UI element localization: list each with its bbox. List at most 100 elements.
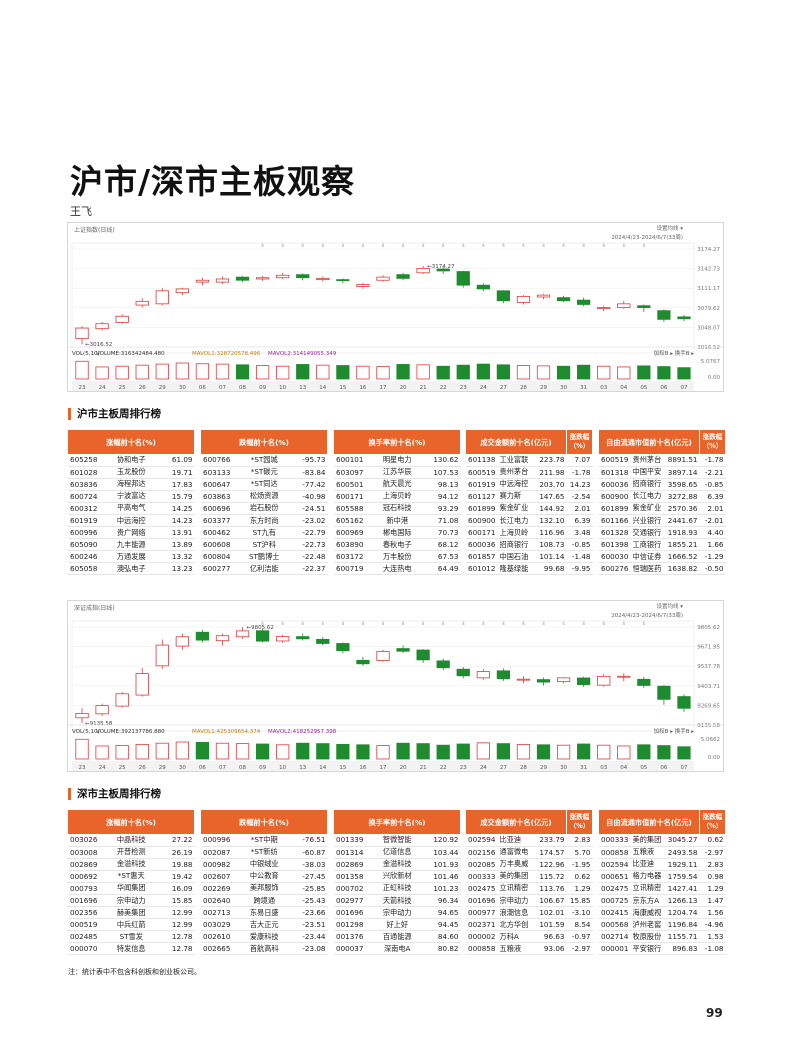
volume-bar xyxy=(516,743,531,760)
table-row: 600519 贵州茅台 8891.51 -1.78 xyxy=(599,454,726,467)
stock-code: 600276 xyxy=(599,562,633,576)
stock-code: 002713 xyxy=(201,906,244,920)
x-tick-label: 23 xyxy=(460,765,467,771)
stock-name: 恒瑞医药 xyxy=(632,562,666,576)
candle-body xyxy=(416,268,430,274)
stock-amount: 2570.36 xyxy=(666,502,700,515)
volume-bar xyxy=(496,364,511,380)
stock-name: 万通发展 xyxy=(110,550,153,564)
table-row: 600312 平高电气 14.25 xyxy=(68,502,195,515)
stock-name: ST九有 xyxy=(243,526,286,540)
stock-change: 1.53 xyxy=(699,930,726,944)
stock-code: 601398 xyxy=(599,538,633,552)
volume-bar xyxy=(556,365,571,380)
table-row: 600276 恒瑞医药 1638.82 -0.50 xyxy=(599,562,726,576)
candle-body xyxy=(476,671,490,679)
stock-name: 宗申动力 xyxy=(376,906,419,920)
table-row: 002475 立讯精密 113.76 1.29 xyxy=(466,882,593,895)
stock-name: 比亚迪 xyxy=(499,834,533,847)
table-row: 001314 亿道信息 103.44 xyxy=(334,846,461,859)
stock-code: 605588 xyxy=(334,502,377,515)
x-tick-label: 30 xyxy=(179,385,186,391)
stock-change: 1.29 xyxy=(566,882,593,895)
x-tick-label: 06 xyxy=(199,385,206,391)
stock-code: 600519 xyxy=(599,454,633,467)
candle-body xyxy=(115,315,129,323)
stock-amount: 1266.13 xyxy=(666,894,700,908)
volume-bar xyxy=(436,744,450,760)
table-row: 000702 正虹科技 101.23 xyxy=(334,882,461,895)
stock-value: 96.34 xyxy=(418,894,461,908)
stock-code: 002415 xyxy=(599,906,633,920)
volume-bar xyxy=(316,743,330,760)
stock-value: -22.79 xyxy=(285,526,328,540)
table-row: 001696 宗申动力 94.65 xyxy=(334,906,461,920)
stock-change: 1.56 xyxy=(699,906,726,920)
stock-change: -0.85 xyxy=(566,538,593,552)
stock-name: 江苏华辰 xyxy=(376,466,419,479)
stock-value: 17.83 xyxy=(152,478,195,491)
stock-value: 101.93 xyxy=(418,858,461,871)
stock-name: 跨境通 xyxy=(243,894,286,908)
table-header: 换手率前十名(%) xyxy=(334,810,461,834)
x-axis-band xyxy=(72,761,694,771)
stock-change: -3.10 xyxy=(566,906,593,920)
table-row: 600036 招商银行 3598.65 -0.85 xyxy=(599,478,726,491)
stock-value: 12.99 xyxy=(152,918,195,932)
stock-value: 13.32 xyxy=(152,550,195,564)
stock-name: 深南电A xyxy=(376,942,419,956)
volume-bar xyxy=(195,742,210,760)
volume-bar xyxy=(135,743,149,760)
stock-code: 600696 xyxy=(201,502,244,515)
stock-name: 亿利洁能 xyxy=(243,562,286,576)
candle-body xyxy=(536,679,551,683)
x-tick-label: 27 xyxy=(500,385,507,391)
stock-code: 601166 xyxy=(599,514,633,528)
stock-name: 上海贝岭 xyxy=(499,526,533,540)
volume-bar xyxy=(135,364,149,380)
volume-bar xyxy=(657,366,671,380)
event-marker: ŝ xyxy=(281,620,284,627)
table-header: 自由流通市值前十名(亿元) xyxy=(599,430,700,454)
event-marker: ŝ xyxy=(322,620,325,627)
stock-code: 002485 xyxy=(68,930,111,944)
candle-body xyxy=(155,644,169,667)
stock-code: 601127 xyxy=(466,490,500,503)
settings-dropdown[interactable]: 设置均线 ▾ xyxy=(656,226,683,232)
stock-code: 601012 xyxy=(466,562,500,576)
volume-bar xyxy=(175,741,189,760)
table-row: 000651 格力电器 1759.54 0.98 xyxy=(599,870,726,883)
stock-name: 长江电力 xyxy=(632,490,666,503)
stock-code: 003026 xyxy=(68,834,111,847)
stock-name: 宗申动力 xyxy=(110,894,153,908)
stock-name: 北方华创 xyxy=(499,918,533,932)
candle-body xyxy=(296,274,310,279)
x-tick-label: 29 xyxy=(159,385,166,391)
table-row: 605162 新中港 71.08 xyxy=(334,514,461,528)
stock-code: 000996 xyxy=(201,834,244,847)
stock-name: *ST碳元 xyxy=(243,466,286,479)
section-heading-shenzhen: 深市主板周排行榜 xyxy=(68,788,161,800)
ranking-table: 涨幅前十名(%) 003026 中晶科技 27.22 003008 开普检测 26.19 00… xyxy=(68,810,195,956)
table-header-change: 涨跌幅（%） xyxy=(699,430,726,454)
stock-code: 000858 xyxy=(466,942,500,956)
candle-body xyxy=(677,316,691,320)
stock-name: 航天晨光 xyxy=(376,478,419,491)
stock-code: 000070 xyxy=(68,942,111,956)
x-tick-label: 10 xyxy=(279,385,286,391)
x-tick-label: 23 xyxy=(79,765,86,771)
stock-change: 1.29 xyxy=(699,882,726,895)
stock-name: 澳弘电子 xyxy=(110,562,153,576)
settings-dropdown[interactable]: 设置均线 ▾ xyxy=(656,604,683,610)
x-tick-label: 15 xyxy=(339,765,346,771)
volume-bar xyxy=(336,365,350,380)
stock-code: 605258 xyxy=(68,454,111,467)
stock-amount: 1196.84 xyxy=(666,918,700,932)
stock-value: 107.53 xyxy=(418,466,461,479)
volume-bar xyxy=(175,362,189,380)
stock-code: 600969 xyxy=(334,526,377,540)
stock-change: 3.48 xyxy=(566,526,593,540)
stock-name: 美邦服饰 xyxy=(243,882,286,895)
candle-body xyxy=(597,307,611,309)
volume-bar xyxy=(456,364,470,380)
